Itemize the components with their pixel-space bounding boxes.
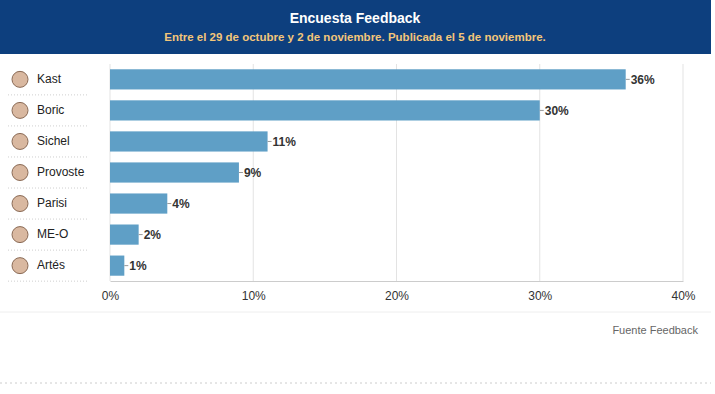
category-label: Provoste (37, 165, 85, 179)
avatar (12, 258, 28, 274)
row-separator (8, 125, 88, 126)
row-separator (8, 250, 88, 251)
x-tick-label: 10% (242, 289, 266, 303)
bar (110, 131, 268, 151)
bar (110, 100, 540, 120)
x-tick: 0% (102, 281, 120, 303)
x-tick: 20% (385, 281, 409, 303)
bar (110, 69, 626, 89)
grid-line (683, 64, 684, 281)
x-axis: 0% 10% 20% 30% 40% (102, 281, 696, 303)
bars (110, 69, 626, 275)
bar (110, 256, 124, 276)
data-label-connector (540, 110, 544, 111)
y-tick: Kast (37, 72, 110, 86)
annotations: Fuente Feedback (612, 324, 698, 336)
data-label: 1% (129, 259, 147, 273)
y-tick: Sichel (37, 134, 110, 148)
category-label: ME-O (37, 227, 68, 241)
header-band (0, 0, 711, 54)
data-label-connector (167, 203, 171, 204)
avatar (12, 196, 28, 212)
row-separators (8, 95, 88, 281)
data-label: 2% (144, 228, 162, 242)
data-label-connector (268, 141, 272, 142)
row-separator (8, 281, 88, 282)
x-tick-label: 40% (671, 289, 695, 303)
grid-line (539, 64, 540, 281)
x-tick-label: 0% (102, 289, 120, 303)
title: Encuesta Feedback (290, 10, 421, 26)
avatar (12, 165, 28, 181)
category-label: Artés (37, 258, 65, 272)
row-separator (8, 219, 88, 220)
y-tick: Parisi (37, 196, 110, 210)
bottom-border (0, 383, 711, 384)
category-label: Boric (37, 103, 64, 117)
y-tick: Boric (37, 103, 110, 117)
y-tick: Artés (37, 258, 110, 272)
data-label-connector (124, 265, 128, 266)
data-label-connector (626, 79, 630, 80)
data-label: 9% (244, 166, 262, 180)
x-tick: 30% (528, 281, 552, 303)
chart: Encuesta Feedback Entre el 29 de octubre … (0, 0, 715, 394)
avatars (12, 71, 28, 273)
data-label: 36% (631, 73, 655, 87)
bar (110, 162, 239, 182)
x-tick-label: 30% (528, 289, 552, 303)
data-label: 4% (172, 197, 190, 211)
avatar (12, 227, 28, 243)
row-separator (8, 156, 88, 157)
x-tick: 40% (671, 281, 695, 303)
source-note: Fuente Feedback (612, 324, 698, 336)
row-separator (8, 94, 88, 95)
x-tick: 10% (242, 281, 266, 303)
subtitle: Entre el 29 de octubre y 2 de noviembre.… (164, 31, 546, 43)
category-label: Parisi (37, 196, 67, 210)
grid (110, 64, 683, 281)
avatar (12, 102, 28, 118)
y-axis: Kast Boric Sichel Provoste Parisi ME-O Artés (37, 72, 110, 272)
y-tick: ME-O (37, 227, 110, 241)
data-label: 11% (273, 135, 297, 149)
data-labels: 36% 30% 11% 9% 4% 2% 1% (124, 73, 655, 273)
row-separator (8, 188, 88, 189)
category-label: Kast (37, 72, 62, 86)
footer-separator (0, 312, 711, 313)
x-tick-label: 20% (385, 289, 409, 303)
avatar (12, 71, 28, 87)
bar (110, 193, 167, 213)
grid-line (396, 64, 397, 281)
x-axis-line (111, 281, 684, 282)
y-tick: Provoste (37, 165, 110, 179)
category-label: Sichel (37, 134, 70, 148)
bar (110, 224, 139, 244)
avatar (12, 133, 28, 149)
data-label-connector (239, 172, 243, 173)
data-label: 30% (545, 104, 569, 118)
data-label-connector (139, 234, 143, 235)
